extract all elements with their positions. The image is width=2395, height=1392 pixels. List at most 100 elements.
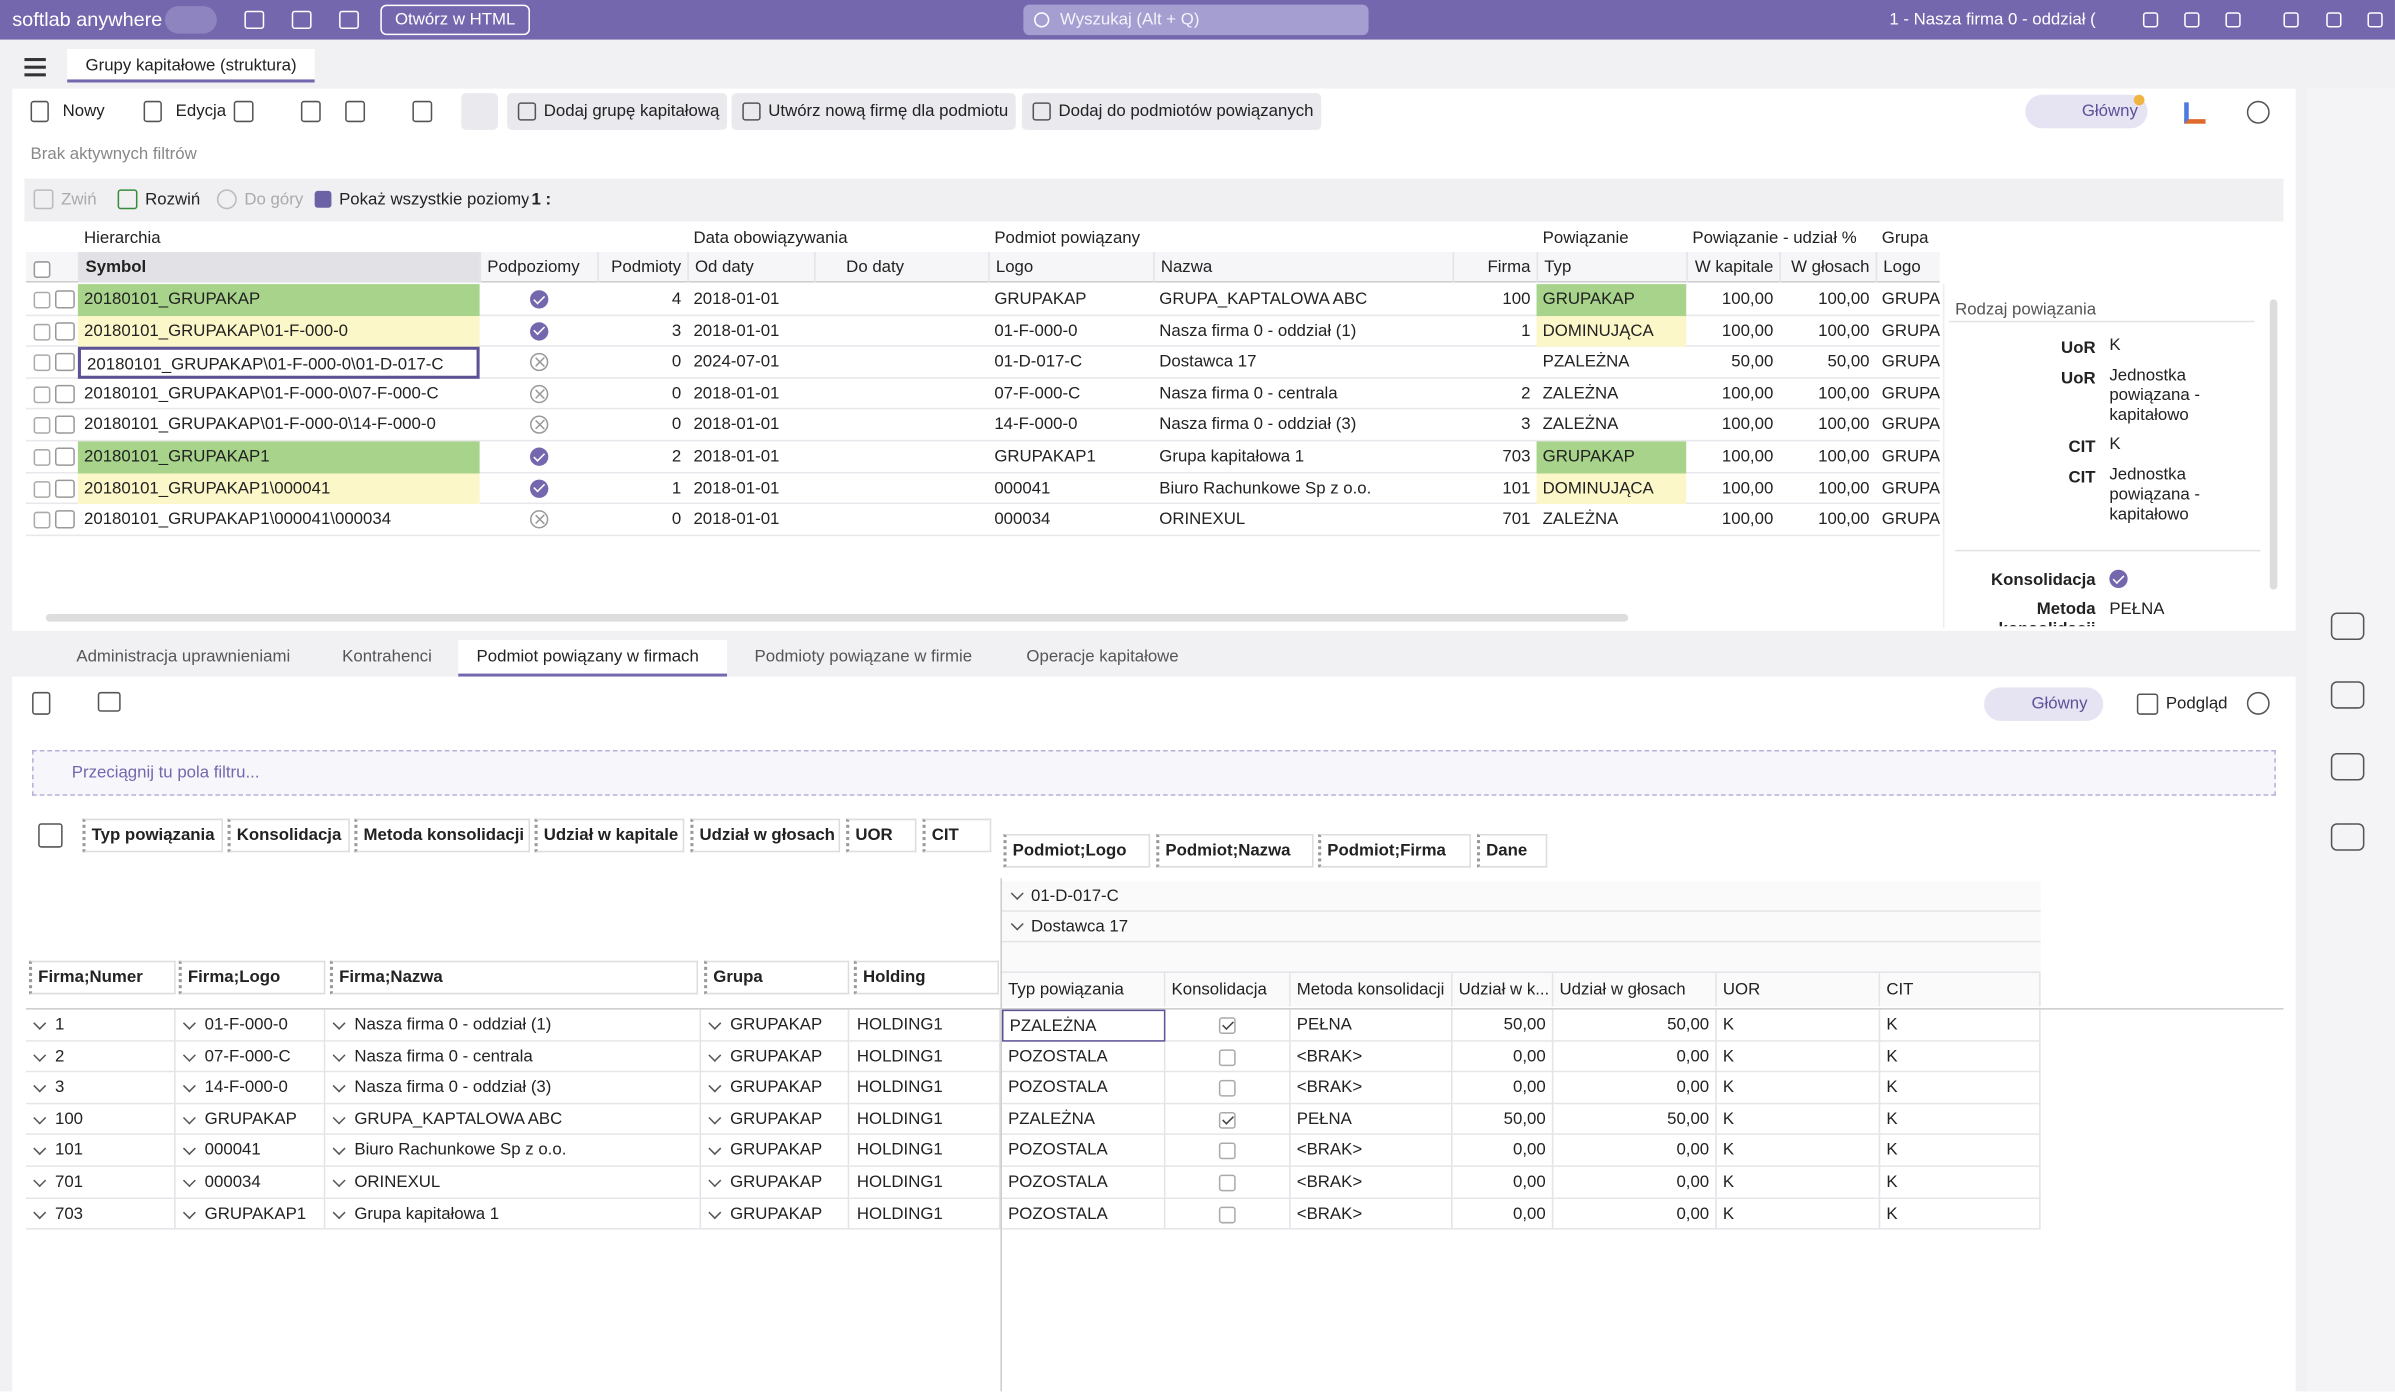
column-header[interactable]: W głosach (1779, 252, 1875, 283)
collapse-icon (33, 189, 54, 210)
column-header[interactable]: Do daty (814, 252, 988, 283)
document-tab[interactable]: Grupy kapitałowe (struktura) (67, 48, 315, 83)
row-checkbox[interactable] (33, 417, 51, 435)
show-all-checkbox[interactable] (314, 190, 332, 208)
action-button[interactable]: Utwórz nową firmę dla podmiotu (731, 93, 1016, 130)
row[interactable] (25, 504, 1940, 536)
cell-logo: 07-F-000-C (994, 384, 1081, 403)
apps-button[interactable] (164, 6, 217, 34)
row-checkbox[interactable] (33, 386, 51, 403)
notify-dot (2133, 94, 2145, 106)
cell-type: DOMINUJĄCA (1536, 315, 1687, 348)
action-button[interactable]: Dodaj grupę kapitałową (507, 93, 728, 130)
row-header-number: 2 (25, 1041, 176, 1073)
column-header[interactable]: W kapitale (1686, 252, 1779, 283)
bottom-tab[interactable]: Kontrahenci (342, 647, 432, 666)
column-field[interactable]: Podmiot;Nazwa (1156, 833, 1314, 868)
row[interactable] (25, 441, 1940, 473)
company-selector[interactable]: 1 - Nasza firma 0 - oddział ( (1889, 10, 2096, 30)
row-field[interactable]: Firma;Nazwa (329, 960, 699, 995)
row[interactable] (25, 316, 1940, 348)
row-menu[interactable] (54, 447, 75, 466)
tb-button[interactable]: Nowy (62, 102, 105, 121)
column-field[interactable]: Podmiot;Logo (1003, 833, 1151, 868)
col-header-1: 01-D-017-C (1001, 881, 2041, 912)
cell-from: 2018-01-01 (693, 321, 780, 340)
row-checkbox[interactable] (33, 511, 51, 529)
row-header-group: GRUPAKAP (701, 1072, 850, 1104)
column-group: Podmiot powiązany (994, 229, 1141, 248)
row-checkbox[interactable] (33, 480, 51, 498)
pivot-field[interactable]: Typ powiązania (82, 818, 224, 853)
row[interactable] (25, 410, 1940, 442)
open-html-button[interactable]: Otwórz w HTML (380, 4, 531, 36)
cell-consolidation (1165, 1104, 1291, 1136)
cell-firm: 3 (1521, 416, 1531, 435)
column-header[interactable]: Firma (1452, 252, 1537, 283)
cell-from: 2018-01-01 (693, 290, 780, 309)
tb-button[interactable]: Edycja (175, 102, 227, 121)
row[interactable] (25, 347, 1940, 379)
pivot-divider (1000, 878, 1002, 1392)
row-checkbox[interactable] (33, 449, 51, 466)
column-header[interactable]: Typ (1536, 252, 1687, 283)
select-all[interactable] (33, 261, 51, 278)
pivot-field[interactable]: Konsolidacja (227, 818, 350, 853)
search-box[interactable]: Wyszukaj (Alt + Q) (1023, 4, 1369, 36)
row-menu[interactable] (54, 353, 75, 372)
column-field[interactable]: Podmiot;Firma (1318, 833, 1471, 868)
expand-button[interactable]: Rozwiń (145, 190, 201, 210)
preview-button[interactable]: Podgląd (2165, 694, 2228, 714)
row[interactable] (25, 378, 1940, 410)
column-header[interactable]: Od daty (687, 252, 814, 283)
more-button[interactable] (461, 93, 498, 130)
sublevels-icon (530, 447, 549, 466)
cell-capital: 50,00 (1731, 353, 1774, 372)
pivot-field[interactable]: Metoda konsolidacji (354, 818, 531, 853)
row-menu[interactable] (54, 384, 75, 403)
menu-line (24, 58, 46, 61)
pivot-field[interactable]: CIT (922, 818, 992, 853)
bottom-tab[interactable]: Podmioty powiązane w firmie (754, 647, 973, 666)
column-header[interactable]: Podmioty (597, 252, 687, 283)
action-button[interactable]: Dodaj do podmiotów powiązanych (1021, 93, 1322, 130)
cell-from: 2018-01-01 (693, 447, 780, 466)
row-menu[interactable] (54, 478, 75, 498)
pivot-field[interactable]: UOR (846, 818, 917, 853)
data-header: Udział w głosach (1553, 972, 1717, 1007)
column-header[interactable]: Nazwa (1153, 252, 1452, 283)
column-header[interactable]: Logo (1875, 252, 1940, 283)
row-field[interactable]: Firma;Logo (178, 960, 326, 995)
pivot-field[interactable]: Udział w kapitale (534, 818, 685, 853)
cell-type: DOMINUJĄCA (1536, 472, 1687, 505)
row-checkbox[interactable] (33, 354, 51, 372)
row-field[interactable]: Holding (853, 960, 999, 995)
cell-consolidation (1165, 1009, 1291, 1042)
cell-group: GRUPA (1881, 478, 1940, 498)
row-header-name: ORINEXUL (325, 1166, 702, 1199)
pivot-field[interactable]: Udział w głosach (690, 818, 841, 853)
cell-firm: 703 (1502, 447, 1531, 466)
column-header[interactable]: Symbol (77, 252, 480, 283)
cell-from: 2018-01-01 (693, 384, 780, 403)
row[interactable] (25, 473, 1940, 505)
column-field[interactable]: Dane (1476, 833, 1548, 868)
nav-icon (339, 10, 359, 30)
row-menu[interactable] (54, 510, 75, 529)
main-view-button[interactable]: Główny (2025, 94, 2148, 129)
row-field[interactable]: Grupa (704, 960, 850, 995)
row-menu[interactable] (54, 416, 75, 435)
bottom-tab[interactable]: Administracja uprawnieniami (76, 647, 291, 666)
bottom-tab[interactable]: Podmiot powiązany w firmach (458, 639, 728, 677)
column-header[interactable]: Podpoziomy (479, 252, 598, 283)
row-field[interactable]: Firma;Numer (29, 960, 176, 995)
bottom-tab[interactable]: Operacje kapitałowe (1026, 647, 1179, 666)
row-menu[interactable] (54, 321, 75, 340)
bottom-main-button[interactable]: Główny (1984, 687, 2104, 721)
row-checkbox[interactable] (33, 323, 51, 340)
row[interactable] (25, 284, 1940, 316)
row-menu[interactable] (54, 290, 75, 309)
col-header-2: Dostawca 17 (1001, 911, 2041, 943)
column-header[interactable]: Logo (988, 252, 1153, 283)
row-checkbox[interactable] (33, 291, 51, 309)
